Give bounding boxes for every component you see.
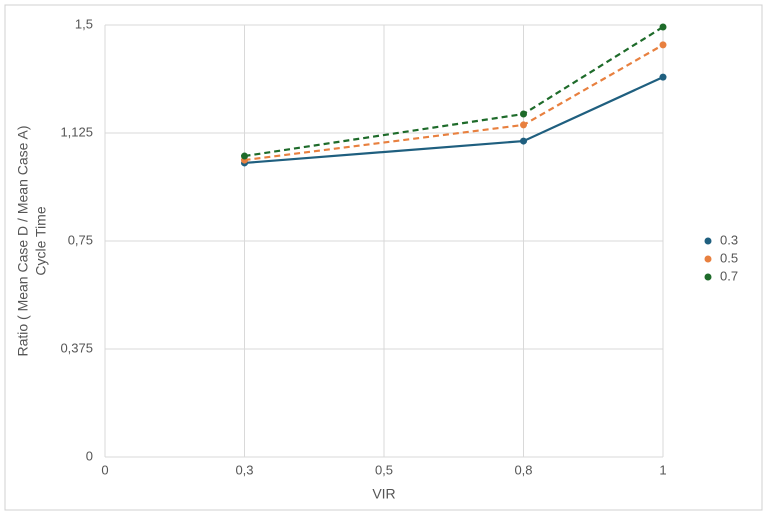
y-axis-label-line: Ratio ( Mean Case D / Mean Case A) [15, 125, 31, 356]
legend-marker [704, 237, 712, 245]
x-tick-label: 0,5 [375, 462, 393, 477]
y-tick-label: 0,375 [60, 340, 93, 355]
data-point [520, 110, 527, 118]
y-axis-label-line: Cycle Time [33, 206, 49, 275]
x-tick-label: 0,8 [514, 462, 532, 477]
data-point [659, 41, 667, 49]
legend-marker [704, 273, 712, 281]
y-tick-label: 1,5 [75, 16, 93, 31]
x-tick-label: 0,3 [235, 462, 253, 477]
data-point [659, 73, 667, 81]
x-tick-label: 1 [659, 462, 666, 477]
y-tick-label: 0,75 [68, 232, 93, 247]
data-point [659, 23, 667, 31]
legend-label: 0.5 [720, 250, 738, 265]
y-axis-label: Ratio ( Mean Case D / Mean Case A) Cycle… [15, 125, 49, 356]
legend-marker [704, 255, 712, 263]
data-point [520, 121, 527, 129]
legend-label: 0.3 [720, 232, 738, 247]
x-axis-label: VIR [372, 486, 395, 502]
data-point [241, 152, 248, 160]
x-tick-label: 0 [101, 462, 108, 477]
y-tick-label: 1,125 [60, 124, 93, 139]
data-point [520, 137, 527, 145]
y-tick-label: 0 [86, 448, 93, 463]
legend-label: 0.7 [720, 268, 738, 283]
